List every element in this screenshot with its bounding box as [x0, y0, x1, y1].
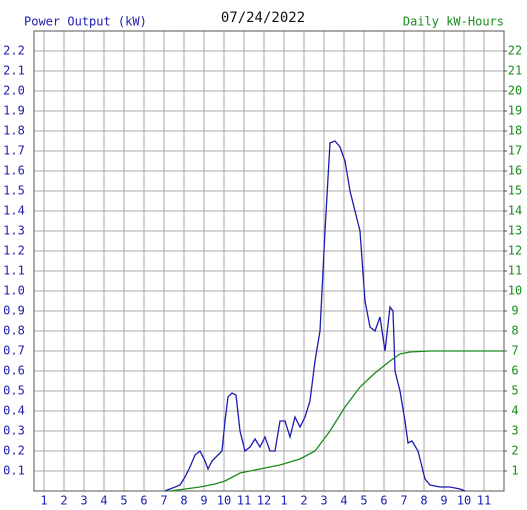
- y-tick-label: 0.3: [3, 424, 25, 438]
- y-tick-label: 1.3: [3, 224, 25, 238]
- y2-tick-label: 16: [508, 164, 522, 178]
- x-tick-label: 11: [237, 494, 251, 508]
- y-tick-label: 1.9: [3, 104, 25, 118]
- x-tick-label: 2: [300, 494, 307, 508]
- y-tick-label: 1.5: [3, 184, 25, 198]
- y2-tick-label: 22: [508, 44, 522, 58]
- y-tick-label: 2.2: [3, 44, 25, 58]
- y2-tick-label: 15: [508, 184, 522, 198]
- y2-tick-label: 18: [508, 124, 522, 138]
- x-tick-label: 4: [340, 494, 347, 508]
- x-tick-label: 8: [420, 494, 427, 508]
- y-tick-label: 0.1: [3, 464, 25, 478]
- y-axis-label: Power Output (kW): [24, 15, 147, 29]
- y-tick-label: 0.5: [3, 384, 25, 398]
- y-tick-label: 1.8: [3, 124, 25, 138]
- y-tick-label: 1.0: [3, 284, 25, 298]
- y2-tick-label: 5: [511, 384, 518, 398]
- y-tick-label: 0.4: [3, 404, 25, 418]
- y2-tick-label: 17: [508, 144, 522, 158]
- y-tick-label: 1.4: [3, 204, 25, 218]
- y-tick-label: 0.2: [3, 444, 25, 458]
- y2-tick-label: 14: [508, 204, 522, 218]
- x-tick-label: 11: [477, 494, 491, 508]
- y2-tick-label: 3: [511, 424, 518, 438]
- x-tick-label: 9: [200, 494, 207, 508]
- y2-tick-label: 19: [508, 104, 522, 118]
- x-tick-label: 3: [80, 494, 87, 508]
- y2-tick-label: 9: [511, 304, 518, 318]
- x-tick-label: 5: [360, 494, 367, 508]
- y-tick-label: 1.1: [3, 264, 25, 278]
- x-tick-label: 6: [380, 494, 387, 508]
- y2-tick-label: 10: [508, 284, 522, 298]
- x-tick-label: 1: [40, 494, 47, 508]
- x-tick-label: 10: [457, 494, 471, 508]
- x-tick-label: 9: [440, 494, 447, 508]
- x-tick-label: 7: [400, 494, 407, 508]
- x-tick-label: 5: [120, 494, 127, 508]
- y2-tick-label: 2: [511, 444, 518, 458]
- y2-tick-label: 11: [508, 264, 522, 278]
- series-line: [164, 140, 466, 492]
- y-tick-label: 1.6: [3, 164, 25, 178]
- y2-axis-label: Daily kW-Hours: [403, 15, 504, 29]
- y2-tick-label: 21: [508, 64, 522, 78]
- y2-tick-label: 12: [508, 244, 522, 258]
- y-tick-label: 1.7: [3, 144, 25, 158]
- series-line: [169, 350, 504, 492]
- plot-area: [33, 30, 505, 492]
- y-tick-label: 2.1: [3, 64, 25, 78]
- y2-tick-label: 4: [511, 404, 518, 418]
- y-tick-label: 0.7: [3, 344, 25, 358]
- y-tick-label: 1.2: [3, 244, 25, 258]
- x-tick-label: 4: [100, 494, 107, 508]
- x-tick-label: 10: [217, 494, 231, 508]
- y-tick-label: 0.9: [3, 304, 25, 318]
- y-tick-label: 0.8: [3, 324, 25, 338]
- x-tick-label: 12: [257, 494, 271, 508]
- y2-tick-label: 8: [511, 324, 518, 338]
- x-tick-label: 2: [60, 494, 67, 508]
- x-tick-label: 8: [180, 494, 187, 508]
- y-tick-label: 2.0: [3, 84, 25, 98]
- x-tick-label: 7: [160, 494, 167, 508]
- x-tick-label: 6: [140, 494, 147, 508]
- y2-tick-label: 13: [508, 224, 522, 238]
- y-tick-label: 0.6: [3, 364, 25, 378]
- plot-frame: [33, 30, 505, 492]
- y2-tick-label: 1: [511, 464, 518, 478]
- y2-tick-label: 6: [511, 364, 518, 378]
- x-tick-label: 3: [320, 494, 327, 508]
- y2-tick-label: 20: [508, 84, 522, 98]
- y2-tick-label: 7: [511, 344, 518, 358]
- x-tick-label: 1: [280, 494, 287, 508]
- chart-title: 07/24/2022: [221, 10, 305, 26]
